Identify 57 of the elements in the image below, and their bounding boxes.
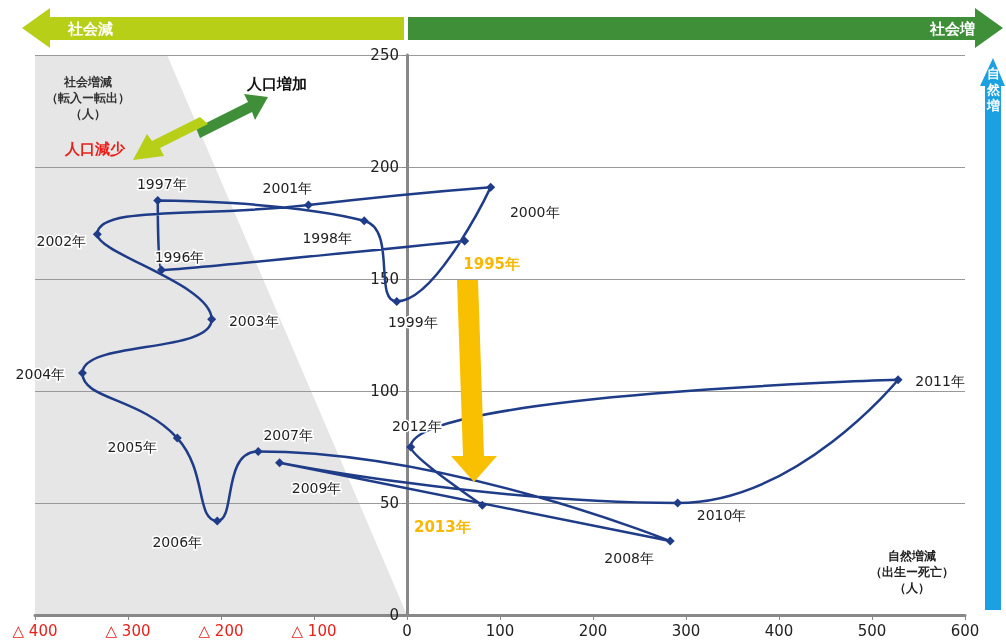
point [92, 229, 102, 239]
point [665, 536, 675, 546]
x-tick-label: 200 [578, 621, 608, 640]
annotation: 2009年 [291, 479, 342, 496]
y-tick-label: 200 [370, 158, 399, 176]
x-tick-label: 400 [764, 621, 794, 640]
annotation: 1995年 [463, 254, 521, 273]
y-axis-title: 社会増減（転入ー転出）（人） [46, 74, 130, 121]
y-tick-label: 50 [379, 494, 399, 512]
point [303, 200, 313, 210]
point [392, 296, 402, 306]
x-tick-label: 0 [402, 621, 412, 640]
annotation: 2003年 [228, 313, 279, 330]
annotation: 2008年 [604, 550, 655, 567]
point [406, 442, 416, 452]
annotation: 2005年 [107, 439, 158, 456]
annotation: 2000年 [509, 204, 560, 221]
point [77, 368, 87, 378]
annotation: 2004年 [15, 366, 66, 383]
annotation: 1997年 [136, 175, 187, 192]
annotation: 1999年 [387, 314, 438, 331]
point [893, 375, 903, 385]
text: 自然増 [985, 65, 1001, 113]
y-tick-label: 0 [389, 606, 399, 624]
annotation: 2007年 [263, 427, 314, 444]
point [275, 458, 285, 468]
x-axis-title: 自然増減（出生ー死亡）（人） [870, 548, 954, 595]
point [253, 446, 263, 456]
x-tick-label: 100 [485, 621, 515, 640]
annotation: 2011年 [915, 372, 965, 389]
x-tick-label: △ 200 [198, 621, 244, 640]
annotation: 2006年 [152, 533, 203, 550]
annotation: 2002年 [36, 233, 87, 250]
annotation: 2010年 [696, 507, 747, 523]
point [207, 314, 217, 324]
point [359, 216, 369, 226]
point [172, 433, 182, 443]
point [486, 182, 496, 192]
annotation: 1998年 [302, 229, 353, 246]
x-tick-label: △ 400 [12, 621, 58, 640]
text: 社会増 [929, 19, 975, 38]
annotation: 2001年 [262, 180, 313, 197]
x-tick-label: 300 [671, 621, 701, 640]
point [477, 500, 487, 510]
annotation: 人口減少 [64, 139, 126, 158]
x-tick-label: 500 [857, 621, 887, 640]
point [156, 265, 166, 275]
y-tick-label: 250 [370, 46, 399, 64]
y-tick-label: 100 [370, 382, 399, 400]
annotation: 2013年 [413, 517, 471, 536]
text: 社会減 [67, 19, 113, 38]
point [460, 236, 470, 246]
x-tick-label: △ 300 [105, 621, 151, 640]
annotation: 人口増加 [246, 74, 307, 93]
x-tick-label: △ 100 [291, 621, 337, 640]
point [212, 516, 222, 526]
x-tick-label: 600 [950, 621, 980, 640]
